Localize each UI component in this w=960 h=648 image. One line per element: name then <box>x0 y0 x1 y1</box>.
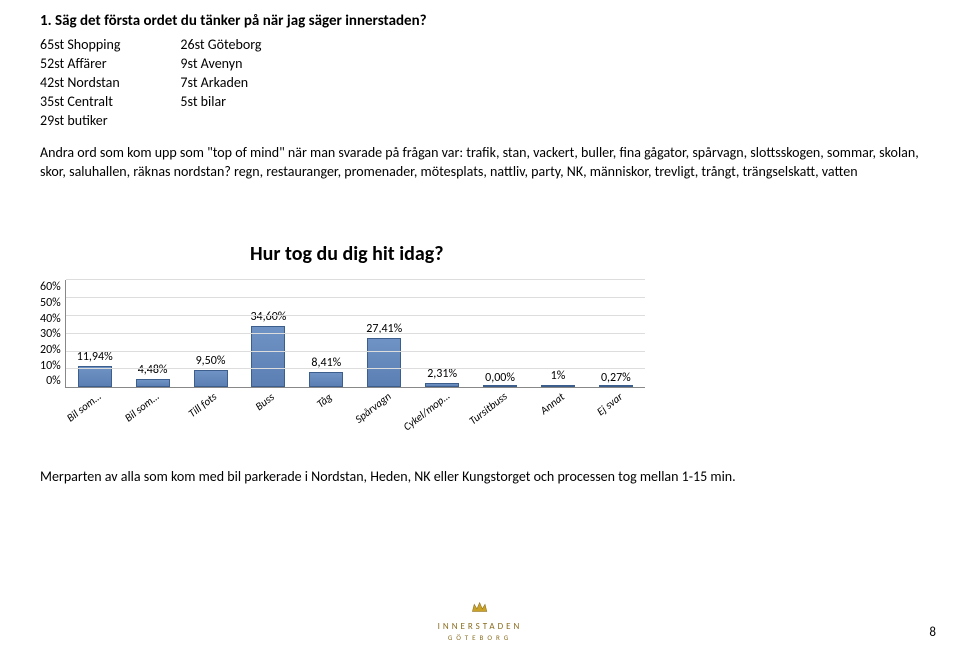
chart-bar-label: 27,41% <box>366 322 402 336</box>
chart-bar <box>194 370 228 387</box>
chart-bar <box>251 326 285 388</box>
footer-note: Merparten av alla som kom med bil parker… <box>40 468 920 485</box>
list-item: 29st butiker <box>40 112 120 131</box>
chart-xtick-label: Bil som… <box>122 390 161 425</box>
chart-ytick: 20% <box>40 343 61 357</box>
chart-ytick: 60% <box>40 280 61 294</box>
chart-bar-label: 4,48% <box>138 363 168 377</box>
chart-xtick-slot: Bil som… <box>65 388 123 436</box>
list-item: 7st Arkaden <box>180 74 261 93</box>
chart-xtick-slot: Cykel/mop… <box>413 388 471 436</box>
heading-question: 1. Säg det första ordet du tänker på när… <box>40 12 920 30</box>
chart-xtick-slot: Ej svar <box>587 388 645 436</box>
paragraph-other-words: Andra ord som kom upp som "top of mind" … <box>40 144 920 182</box>
chart-bar <box>367 338 401 387</box>
chart-bar-label: 0,27% <box>601 371 631 385</box>
chart-bar <box>483 385 517 387</box>
chart-bar-label: 34,60% <box>250 310 286 324</box>
word-list-columns: 65st Shopping 52st Affärer 42st Nordstan… <box>40 36 920 130</box>
list-item: 65st Shopping <box>40 36 120 55</box>
chart-xaxis: Bil som… Bil som… Till fots Buss Tåg Spårvagn… <box>65 388 645 436</box>
chart-bar <box>309 372 343 387</box>
chart-gridline <box>66 297 645 298</box>
chart-xtick-slot: Bil som… <box>123 388 181 436</box>
chart-bar-label: 9,50% <box>196 354 226 368</box>
logo-text-top: INNERSTADEN <box>438 621 523 632</box>
chart-xtick-slot: Tursitbuss <box>471 388 529 436</box>
chart-xtick-label: Spårvagn <box>352 390 393 426</box>
chart-xtick-label: Buss <box>253 391 277 414</box>
chart-xtick-label: Till fots <box>186 390 219 420</box>
chart-bar-label: 11,94% <box>77 350 113 364</box>
list-item: 52st Affärer <box>40 55 120 74</box>
list-item: 5st bilar <box>180 93 261 112</box>
logo: INNERSTADEN GÖTEBORG <box>438 600 523 642</box>
word-list-right: 26st Göteborg 9st Avenyn 7st Arkaden 5st… <box>180 36 261 130</box>
chart-gridline <box>66 333 645 334</box>
logo-text-bottom: GÖTEBORG <box>438 633 523 642</box>
chart-ytick: 10% <box>40 359 61 373</box>
chart-xtick-label: Tursitbuss <box>466 390 509 428</box>
chart: 60% 50% 40%30% 20% 10%0% 11,94% 4,48% 9,50% 34,… <box>40 280 920 436</box>
chart-ytick: 50% <box>40 296 61 310</box>
list-item: 42st Nordstan <box>40 74 120 93</box>
chart-bar <box>541 385 575 387</box>
chart-xtick-label: Tåg <box>314 391 334 411</box>
crown-icon <box>471 600 489 614</box>
chart-xtick-slot: Spårvagn <box>355 388 413 436</box>
chart-ytick: 0% <box>46 374 61 388</box>
list-item: 35st Centralt <box>40 93 120 112</box>
chart-ytick: 30% <box>40 327 61 341</box>
chart-xtick-label: Annat <box>538 390 567 417</box>
chart-title: Hur tog du dig hit idag? <box>250 242 920 266</box>
chart-xtick-slot: Tåg <box>297 388 355 436</box>
chart-yaxis: 60% 50% 40%30% 20% 10%0% <box>40 280 65 388</box>
word-list-left: 65st Shopping 52st Affärer 42st Nordstan… <box>40 36 120 130</box>
chart-bar <box>136 379 170 387</box>
chart-gridline <box>66 351 645 352</box>
list-item: 26st Göteborg <box>180 36 261 55</box>
chart-ytick: 40% <box>40 312 61 326</box>
chart-gridline <box>66 315 645 316</box>
chart-xtick-label: Ej svar <box>594 390 625 418</box>
chart-plot-area: 11,94%4,48%9,50%34,60%8,41%27,41%2,31%0,… <box>65 280 645 388</box>
chart-bar <box>425 383 459 387</box>
list-item: 9st Avenyn <box>180 55 261 74</box>
chart-xtick-slot: Annat <box>529 388 587 436</box>
chart-xtick-label: Bil som… <box>64 390 103 425</box>
chart-xtick-slot: Till fots <box>181 388 239 436</box>
chart-gridline <box>66 368 645 369</box>
chart-gridline <box>66 279 645 280</box>
page-number: 8 <box>929 625 936 640</box>
chart-xtick-slot: Buss <box>239 388 297 436</box>
chart-bar <box>599 385 633 387</box>
chart-bar-label: 1% <box>551 369 566 383</box>
chart-bar-label: 0,00% <box>485 371 515 385</box>
